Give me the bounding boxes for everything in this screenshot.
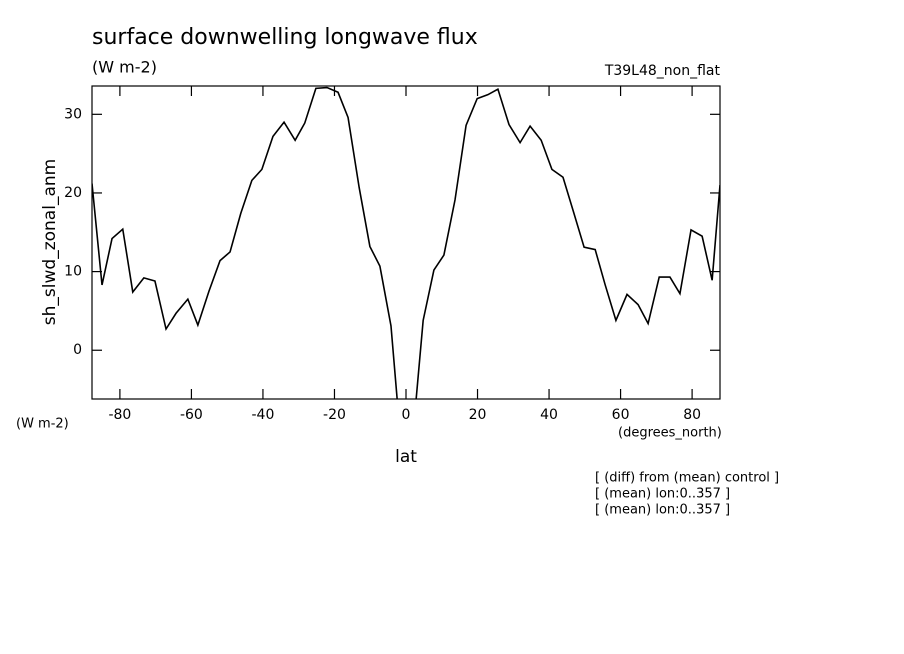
data-line — [92, 86, 720, 399]
x-tick-label: 20 — [469, 407, 487, 423]
x-unit-label: (degrees_north) — [618, 426, 722, 441]
y-axis-label: sh_slwd_zonal_anm — [40, 159, 60, 325]
x-tick-label: 60 — [612, 407, 630, 423]
note: [ (diff) from (mean) control ] — [595, 471, 779, 486]
y-tick-label: 20 — [64, 185, 82, 201]
y-tick-label: 10 — [64, 264, 82, 280]
experiment-label: T39L48_non_flat — [604, 63, 721, 79]
y-tick-label: 30 — [64, 106, 82, 122]
x-axis-label: lat — [395, 447, 417, 467]
subtitle: (W m-2) — [92, 58, 157, 77]
x-tick-label: 0 — [402, 407, 411, 423]
x-tick-label: -60 — [180, 407, 203, 423]
y-unit-label: (W m-2) — [16, 417, 69, 432]
x-tick-label: 80 — [683, 407, 701, 423]
x-tick-label: -40 — [252, 407, 275, 423]
plot-frame — [91, 85, 721, 400]
note: [ (mean) lon:0..357 ] — [595, 487, 730, 502]
x-tick-label: -80 — [108, 407, 131, 423]
y-tick-label: 0 — [73, 342, 82, 358]
x-tick-label: 40 — [540, 407, 558, 423]
x-tick-label: -20 — [323, 407, 346, 423]
note: [ (mean) lon:0..357 ] — [595, 503, 730, 518]
chart-title: surface downwelling longwave flux — [92, 25, 478, 50]
